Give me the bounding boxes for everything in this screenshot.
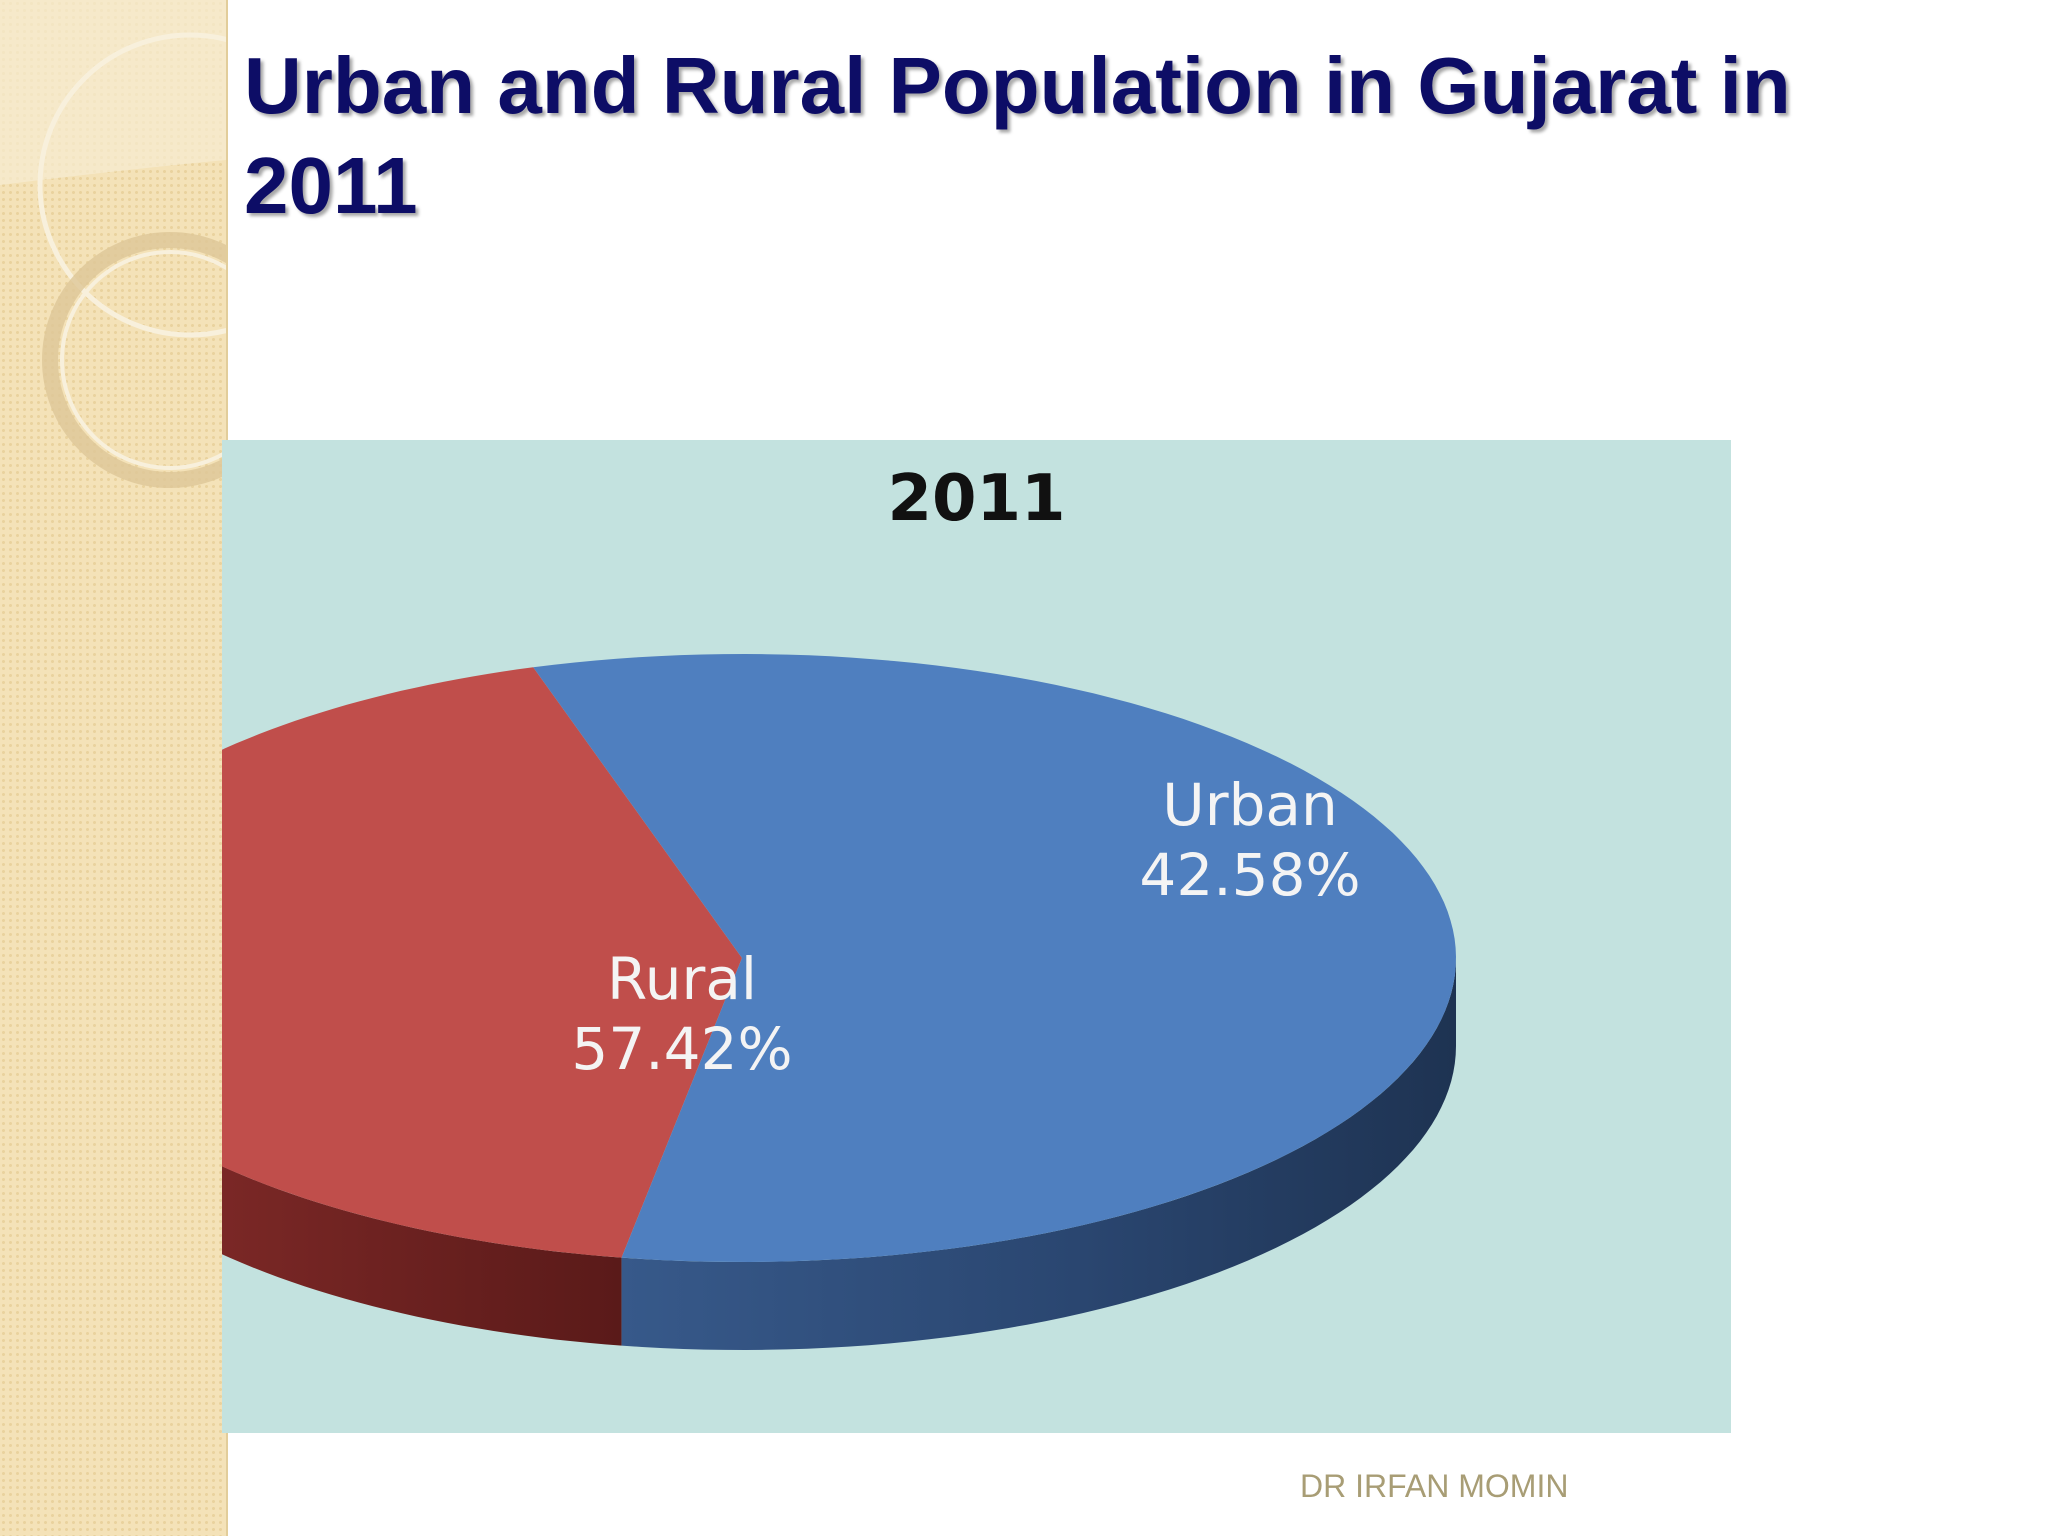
rural-slice xyxy=(533,654,1456,1262)
pie-chart xyxy=(222,654,1456,1350)
pie-chart-panel: 2011 Rural 57.42% Urban 42.58% xyxy=(222,440,1731,1433)
rural-label: Rural xyxy=(607,945,757,1013)
urban-slice-label: Urban 42.58% xyxy=(1090,770,1410,910)
author-footer: DR IRFAN MOMIN xyxy=(1300,1468,1569,1504)
chart-title: 2011 xyxy=(887,462,1066,536)
urban-value-label: 42.58% xyxy=(1139,841,1361,909)
urban-slice-side xyxy=(222,1166,622,1346)
urban-slice xyxy=(222,667,742,1258)
decorative-rings xyxy=(0,0,226,488)
decorative-ring xyxy=(42,232,226,488)
urban-label: Urban xyxy=(1162,771,1338,839)
slide-title: Urban and Rural Population in Gujarat in… xyxy=(244,41,1791,230)
decorative-ring xyxy=(60,250,226,470)
rural-value-label: 57.42% xyxy=(571,1015,793,1083)
rural-slice-side xyxy=(621,958,1456,1350)
decorative-panel xyxy=(0,0,226,185)
rural-slice-label: Rural 57.42% xyxy=(522,944,842,1084)
decorative-side-band xyxy=(0,0,228,1536)
decorative-ring xyxy=(37,32,226,338)
